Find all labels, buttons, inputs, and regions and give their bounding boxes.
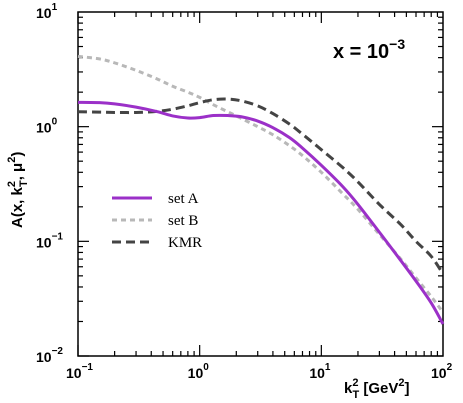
x-tick-label: 101: [309, 362, 331, 381]
x-axis-label-sub: T: [352, 389, 359, 401]
plot-frame: [77, 11, 444, 357]
x-axis-label-sup: 2: [352, 377, 358, 389]
annotation-label: x = 10−3: [333, 36, 405, 63]
y-axis-label-close: ): [9, 152, 26, 157]
y-tick-label: 10−2: [36, 346, 63, 365]
series-line-kmr: [77, 97, 445, 275]
legend-label-set-b: set B: [168, 213, 198, 229]
y-tick-label: 101: [36, 2, 58, 21]
annotation-text: x = 10: [333, 41, 389, 63]
x-tick-label: 102: [431, 362, 453, 381]
legend-label-set-a: set A: [168, 191, 199, 207]
series-line-set-a: [77, 100, 445, 325]
x-axis-label-close: ]: [405, 380, 410, 397]
y-axis-label-sup2: 2: [6, 157, 18, 163]
y-axis-label-sub: T: [18, 180, 30, 187]
y-axis-label-sup: 2: [6, 181, 18, 187]
annotation-sup: −3: [389, 36, 405, 52]
series-lines: [77, 54, 445, 325]
y-axis-label-mu: μ: [9, 163, 26, 172]
y-axis-label-text1: A(x, k: [9, 186, 26, 228]
legend: set A set B KMR: [112, 191, 202, 251]
x-axis-label: k2 T [GeV2]: [344, 377, 410, 401]
y-tick-label: 10−1: [36, 231, 63, 250]
y-axis-label-text2: ,: [9, 172, 26, 180]
series-line-set-b: [77, 54, 445, 314]
x-tick-label: 100: [188, 362, 210, 381]
legend-label-kmr: KMR: [168, 235, 202, 251]
y-tick-label: 100: [36, 117, 58, 136]
plot-area: [77, 11, 444, 357]
y-axis-label: A(x, k2T, μ2): [6, 152, 30, 228]
x-tick-label: 10−1: [66, 362, 93, 381]
x-axis-label-main: k: [344, 380, 353, 397]
x-axis-label-rest: [GeV: [359, 380, 398, 397]
x-axis-label-sup2: 2: [398, 377, 404, 389]
